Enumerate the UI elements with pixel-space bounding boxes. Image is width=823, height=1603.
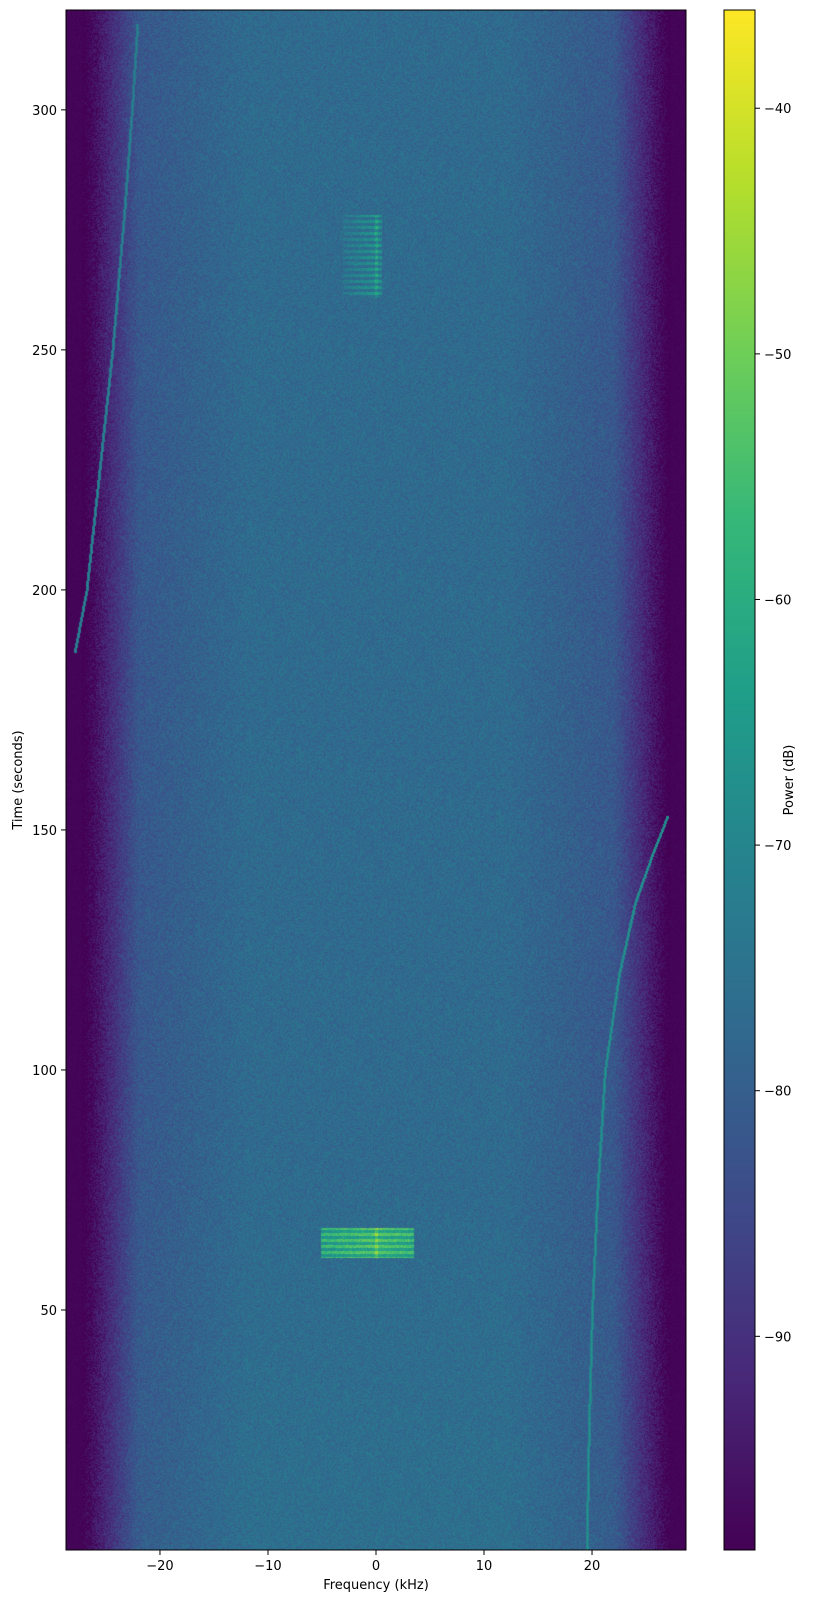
- y-axis: 50 100 150 200 250 300: [32, 104, 66, 1319]
- colorbar-axis: −40 −50 −60 −70 −80 −90: [755, 102, 791, 1345]
- colorbar-label: Power (dB): [782, 745, 797, 816]
- colorbar-tick-label: −70: [764, 839, 791, 854]
- y-tick-label: 100: [32, 1064, 57, 1079]
- colorbar-tick-label: −40: [764, 102, 791, 117]
- y-tick-label: 150: [32, 824, 57, 839]
- spectrogram-heatmap: [66, 10, 686, 1550]
- colorbar-tick-label: −90: [764, 1330, 791, 1345]
- x-tick-label: 20: [584, 1559, 601, 1574]
- y-tick-label: 200: [32, 584, 57, 599]
- x-axis-label: Frequency (kHz): [323, 1578, 429, 1593]
- y-axis-label: Time (seconds): [11, 730, 26, 830]
- colorbar-frame: [723, 9, 756, 1551]
- plot-frame: [65, 9, 687, 1551]
- colorbar-tick-label: −60: [764, 593, 791, 608]
- colorbar-tick-label: −80: [764, 1085, 791, 1100]
- colorbar-gradient: [724, 10, 755, 1550]
- y-tick-label: 250: [32, 344, 57, 359]
- y-tick-label: 50: [40, 1304, 57, 1319]
- x-tick-label: 10: [476, 1559, 493, 1574]
- x-tick-label: −20: [146, 1559, 173, 1574]
- x-tick-label: 0: [372, 1559, 380, 1574]
- colorbar-tick-label: −50: [764, 348, 791, 363]
- x-axis: −20 −10 0 10 20: [146, 1550, 600, 1574]
- y-tick-label: 300: [32, 104, 57, 119]
- x-tick-label: −10: [254, 1559, 281, 1574]
